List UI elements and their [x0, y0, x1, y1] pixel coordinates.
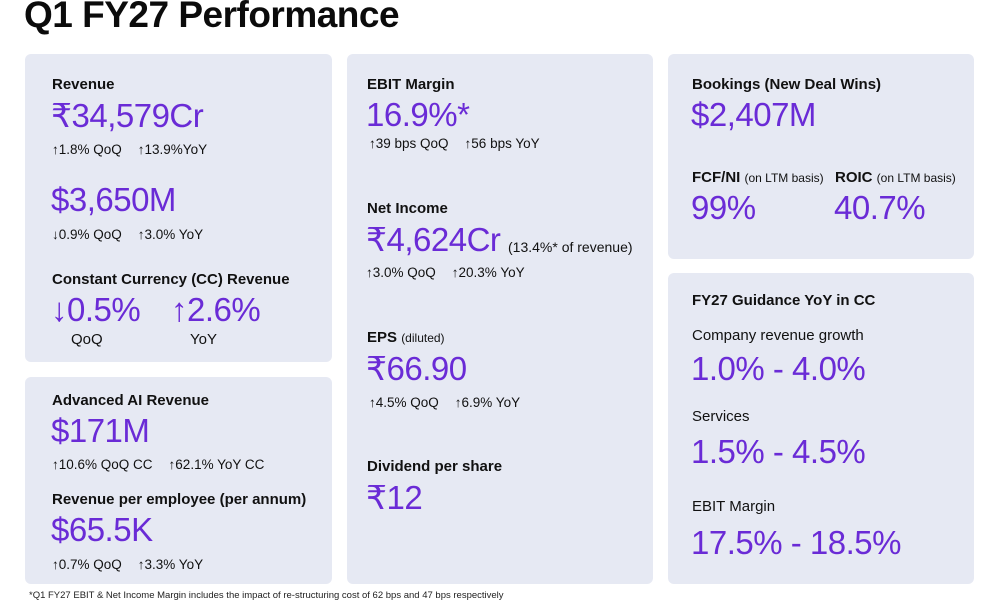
revenue-usd-yoy: ↑3.0% YoY — [137, 227, 204, 242]
eps-label: EPS (diluted) — [367, 329, 445, 346]
revenue-label: Revenue — [52, 76, 115, 93]
dividend-label: Dividend per share — [367, 458, 503, 475]
revenue-per-employee-value: $65.5K — [51, 511, 153, 548]
net-income-changes: ↑3.0% QoQ ↑20.3% YoY — [366, 265, 525, 280]
eps-qoq: ↑4.5% QoQ — [369, 395, 439, 410]
roic-label-text: ROIC — [835, 169, 873, 186]
revenue-usd-qoq: ↓0.9% QoQ — [52, 227, 122, 242]
net-income-note: (13.4%* of revenue) — [508, 239, 633, 255]
eps-yoy: ↑6.9% YoY — [454, 395, 521, 410]
roic-basis-note: (on LTM basis) — [876, 171, 956, 185]
bookings-card: Bookings (New Deal Wins) $2,407M FCF/NI … — [668, 54, 974, 259]
revenue-per-employee-changes: ↑0.7% QoQ ↑3.3% YoY — [52, 557, 203, 572]
net-income-label: Net Income — [367, 200, 448, 217]
revenue-inr-qoq: ↑1.8% QoQ — [52, 142, 122, 157]
bookings-value: $2,407M — [691, 96, 816, 133]
revenue-inr-value: ₹34,579Cr — [51, 97, 204, 134]
guidance-card: FY27 Guidance YoY in CC Company revenue … — [668, 273, 974, 584]
eps-diluted-note: (diluted) — [401, 331, 445, 345]
revenue-per-employee-label: Revenue per employee (per annum) — [52, 491, 307, 508]
margin-income-card: EBIT Margin 16.9%* ↑39 bps QoQ ↑56 bps Yo… — [347, 54, 653, 584]
footnote: *Q1 FY27 EBIT & Net Income Margin includ… — [29, 590, 504, 601]
company-revenue-growth-label: Company revenue growth — [692, 327, 864, 344]
dividend-value: ₹12 — [366, 479, 423, 516]
fcf-ni-basis-note: (on LTM basis) — [744, 171, 824, 185]
fcf-ni-label: FCF/NI (on LTM basis) — [692, 169, 824, 186]
ebit-margin-changes: ↑39 bps QoQ ↑56 bps YoY — [369, 136, 540, 151]
roic-label: ROIC (on LTM basis) — [835, 169, 956, 186]
eps-label-text: EPS — [367, 329, 398, 346]
guidance-ebit-margin-label: EBIT Margin — [692, 498, 776, 515]
ebit-margin-value: 16.9%* — [366, 96, 470, 133]
ebit-qoq: ↑39 bps QoQ — [369, 136, 449, 151]
fcf-ni-value: 99% — [691, 189, 756, 226]
revenue-usd-value: $3,650M — [51, 181, 176, 218]
revenue-usd-changes: ↓0.9% QoQ ↑3.0% YoY — [52, 227, 203, 242]
rpe-qoq: ↑0.7% QoQ — [52, 557, 122, 572]
ni-qoq: ↑3.0% QoQ — [366, 265, 436, 280]
eps-value: ₹66.90 — [366, 350, 467, 387]
ai-revenue-qoq: ↑10.6% QoQ CC — [52, 457, 153, 472]
services-label: Services — [692, 408, 750, 425]
rpe-yoy: ↑3.3% YoY — [137, 557, 204, 572]
cc-yoy-value: ↑2.6% — [171, 291, 261, 328]
ebit-margin-label: EBIT Margin — [367, 76, 455, 93]
ni-yoy: ↑20.3% YoY — [451, 265, 525, 280]
ai-revenue-value: $171M — [51, 412, 150, 449]
bookings-label: Bookings (New Deal Wins) — [692, 76, 882, 93]
services-value: 1.5% - 4.5% — [691, 433, 866, 470]
ai-revenue-changes: ↑10.6% QoQ CC ↑62.1% YoY CC — [52, 457, 264, 472]
company-revenue-growth-value: 1.0% - 4.0% — [691, 350, 866, 387]
revenue-card: Revenue ₹34,579Cr ↑1.8% QoQ ↑13.9%YoY $3,… — [25, 54, 332, 362]
cc-yoy-label: YoY — [190, 331, 217, 348]
guidance-ebit-margin-value: 17.5% - 18.5% — [691, 524, 901, 561]
fcf-ni-label-text: FCF/NI — [692, 169, 741, 186]
eps-changes: ↑4.5% QoQ ↑6.9% YoY — [369, 395, 520, 410]
page-title: Q1 FY27 Performance — [24, 0, 400, 35]
cc-qoq-value: ↓0.5% — [51, 291, 141, 328]
ai-revenue-yoy: ↑62.1% YoY CC — [168, 457, 265, 472]
ai-revenue-label: Advanced AI Revenue — [52, 392, 209, 409]
guidance-label: FY27 Guidance YoY in CC — [692, 292, 876, 309]
revenue-inr-yoy: ↑13.9%YoY — [137, 142, 208, 157]
advanced-ai-card: Advanced AI Revenue $171M ↑10.6% QoQ CC ↑… — [25, 377, 332, 584]
revenue-inr-changes: ↑1.8% QoQ ↑13.9%YoY — [52, 142, 207, 157]
net-income-value: ₹4,624Cr — [366, 221, 501, 258]
cc-revenue-label: Constant Currency (CC) Revenue — [52, 271, 290, 288]
cc-qoq-label: QoQ — [71, 331, 103, 348]
ebit-yoy: ↑56 bps YoY — [464, 136, 540, 151]
roic-value: 40.7% — [834, 189, 926, 226]
